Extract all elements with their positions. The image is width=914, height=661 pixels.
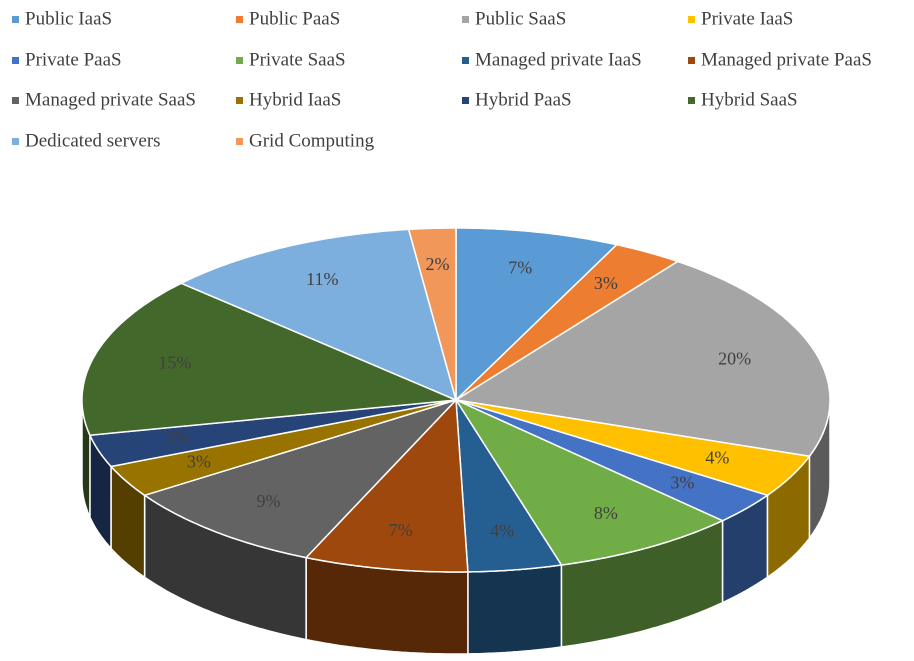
data-label: 2% (425, 254, 449, 274)
legend-label: Managed private PaaS (701, 49, 872, 70)
legend-label: Private SaaS (249, 49, 346, 70)
legend-swatch (12, 16, 19, 23)
data-label: 3% (187, 451, 211, 471)
legend-label: Grid Computing (249, 130, 375, 151)
legend-label: Managed private SaaS (25, 89, 196, 110)
slice (407, 227, 457, 401)
slice (453, 260, 831, 458)
slice (455, 399, 563, 573)
slice (179, 228, 458, 402)
legend-swatch (688, 16, 695, 23)
data-label: 11% (306, 269, 338, 289)
legend-swatch (236, 138, 243, 145)
legend-swatch (462, 57, 469, 64)
data-label: 3% (670, 473, 694, 493)
legend-label: Hybrid PaaS (475, 89, 572, 110)
data-label: 4% (705, 448, 729, 468)
slice (454, 398, 725, 566)
legend-label: Private PaaS (25, 49, 122, 70)
slice (455, 399, 770, 522)
legend-swatch (12, 138, 19, 145)
data-label: 7% (508, 257, 532, 277)
legend-label: Dedicated servers (25, 130, 161, 151)
slice (142, 398, 459, 559)
legend-label: Public IaaS (25, 8, 112, 29)
data-label: 4% (490, 521, 514, 541)
legend-swatch (236, 97, 243, 104)
slice-side (467, 563, 564, 655)
data-label: 7% (389, 520, 413, 540)
legend-label: Public SaaS (475, 8, 566, 29)
data-label: 8% (594, 503, 618, 523)
legend-swatch (12, 57, 19, 64)
legend-swatch (462, 16, 469, 23)
slice (455, 243, 680, 401)
slice (304, 398, 469, 573)
data-label: 20% (718, 348, 751, 368)
data-label: 9% (256, 491, 280, 511)
legend-swatch (12, 97, 19, 104)
data-label: 3% (165, 428, 189, 448)
data-label: 3% (594, 273, 618, 293)
slice (455, 227, 619, 402)
legend-swatch (236, 16, 243, 23)
legend-label: Hybrid SaaS (701, 89, 798, 110)
legend-swatch (688, 97, 695, 104)
slice (455, 399, 811, 497)
legend-label: Hybrid IaaS (249, 89, 341, 110)
data-label: 15% (158, 352, 191, 372)
legend-label: Managed private IaaS (475, 49, 642, 70)
legend-label: Private IaaS (701, 8, 793, 29)
slice (88, 399, 457, 468)
legend-swatch (462, 97, 469, 104)
legend-swatch (688, 57, 695, 64)
legend-label: Public PaaS (249, 8, 340, 29)
slice (81, 282, 457, 436)
slice (109, 399, 457, 497)
legend-swatch (236, 57, 243, 64)
